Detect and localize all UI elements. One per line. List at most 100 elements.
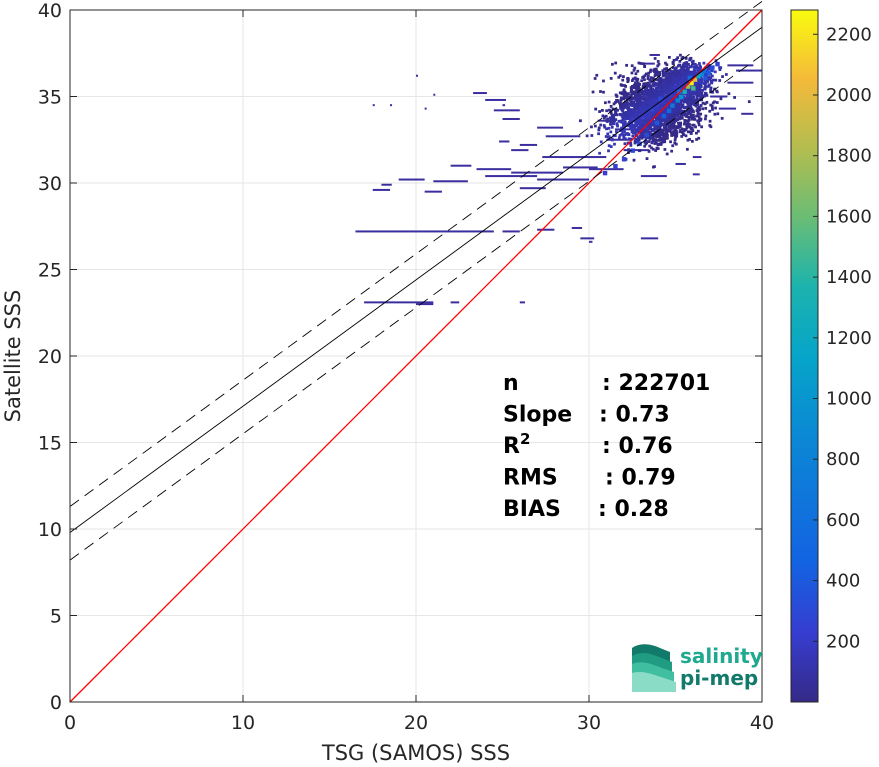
density-cell bbox=[673, 138, 677, 142]
density-cell bbox=[691, 97, 695, 100]
density-cell bbox=[678, 109, 682, 112]
density-cell bbox=[682, 63, 685, 67]
density-cell bbox=[678, 105, 682, 109]
density-cell bbox=[671, 85, 675, 89]
density-cell bbox=[683, 119, 687, 123]
density-cell bbox=[658, 71, 662, 74]
density-cell bbox=[661, 74, 665, 78]
density-cell bbox=[668, 114, 672, 118]
density-cell bbox=[670, 134, 674, 137]
y-tick-label: 30 bbox=[38, 173, 62, 195]
density-cell bbox=[676, 114, 680, 118]
density-cell bbox=[614, 109, 617, 113]
density-cell bbox=[643, 78, 646, 82]
density-cell bbox=[613, 71, 617, 75]
density-cell bbox=[667, 99, 671, 103]
density-cell bbox=[666, 128, 669, 132]
density-cell bbox=[639, 103, 643, 107]
colorbar-tick-label: 1600 bbox=[826, 206, 872, 227]
density-cell bbox=[647, 111, 651, 115]
density-cell bbox=[666, 120, 670, 124]
density-cell bbox=[694, 66, 698, 70]
density-cell bbox=[647, 114, 651, 118]
density-cell bbox=[655, 99, 659, 103]
density-cell bbox=[688, 98, 692, 101]
density-cell bbox=[621, 91, 624, 95]
density-cell bbox=[657, 89, 660, 93]
density-cell bbox=[675, 58, 678, 61]
density-cell bbox=[620, 97, 623, 101]
density-cell bbox=[621, 109, 625, 113]
hotspot-cell bbox=[692, 77, 698, 82]
density-cell bbox=[623, 113, 627, 117]
density-cell bbox=[657, 62, 661, 66]
density-cell bbox=[607, 149, 610, 153]
hotspot-cell bbox=[613, 163, 618, 169]
density-cell bbox=[710, 81, 713, 85]
sparse-segment bbox=[519, 187, 546, 190]
density-cell bbox=[607, 135, 611, 139]
density-cell bbox=[665, 76, 669, 80]
hotspot-cell bbox=[689, 80, 694, 86]
density-cell bbox=[682, 62, 686, 65]
density-cell bbox=[703, 79, 707, 83]
stat-label: BIAS bbox=[503, 497, 561, 522]
density-cell bbox=[611, 116, 615, 120]
density-cell bbox=[747, 100, 751, 104]
density-cell bbox=[648, 130, 652, 134]
density-cell bbox=[620, 114, 624, 118]
hotspot-cell bbox=[715, 61, 720, 67]
density-cell bbox=[718, 68, 722, 72]
density-cell bbox=[653, 134, 657, 138]
density-cell bbox=[675, 83, 679, 87]
density-cell bbox=[661, 139, 665, 143]
density-cell bbox=[668, 68, 672, 72]
density-cell bbox=[640, 110, 644, 113]
density-cell bbox=[685, 126, 689, 130]
density-cell bbox=[683, 77, 687, 81]
sparse-segment bbox=[390, 104, 393, 107]
density-cell bbox=[659, 133, 663, 137]
density-cell bbox=[633, 76, 637, 80]
y-axis-label: Satellite SSS bbox=[1, 290, 25, 423]
density-cell bbox=[679, 68, 682, 72]
density-cell bbox=[667, 104, 670, 107]
density-cell bbox=[623, 100, 627, 104]
sparse-segment bbox=[563, 166, 598, 169]
density-cell bbox=[626, 122, 630, 126]
sparse-segment bbox=[511, 149, 529, 152]
stat-value: : 0.73 bbox=[599, 403, 670, 428]
density-cell bbox=[665, 99, 668, 102]
density-cell bbox=[686, 138, 690, 142]
density-cell bbox=[698, 64, 702, 68]
density-cell bbox=[645, 88, 649, 91]
density-cell bbox=[635, 137, 639, 141]
density-cell bbox=[628, 120, 631, 124]
stat-value: : 0.79 bbox=[605, 466, 676, 491]
density-cell bbox=[597, 128, 601, 132]
density-cell bbox=[691, 139, 694, 143]
density-cell bbox=[629, 141, 633, 145]
x-tick-label: 10 bbox=[231, 712, 255, 734]
density-cell bbox=[692, 116, 696, 120]
density-cell bbox=[707, 85, 710, 88]
density-cell bbox=[683, 120, 687, 124]
density-cell bbox=[644, 130, 648, 134]
hotspot-cell bbox=[685, 84, 691, 89]
density-cell bbox=[595, 73, 599, 77]
density-cell bbox=[665, 133, 668, 137]
density-cell bbox=[631, 134, 635, 138]
density-cell bbox=[691, 62, 695, 66]
y-tick-label: 20 bbox=[38, 346, 62, 368]
sparse-segment bbox=[473, 92, 487, 95]
density-cell bbox=[633, 131, 637, 135]
density-cell bbox=[612, 113, 616, 117]
density-cell bbox=[709, 125, 713, 129]
density-cell bbox=[675, 73, 679, 77]
density-cell bbox=[634, 128, 638, 132]
density-cell bbox=[624, 111, 627, 115]
density-cell bbox=[672, 132, 676, 135]
y-tick-label: 10 bbox=[38, 519, 62, 541]
density-cell bbox=[621, 118, 625, 122]
density-cell bbox=[682, 112, 686, 116]
